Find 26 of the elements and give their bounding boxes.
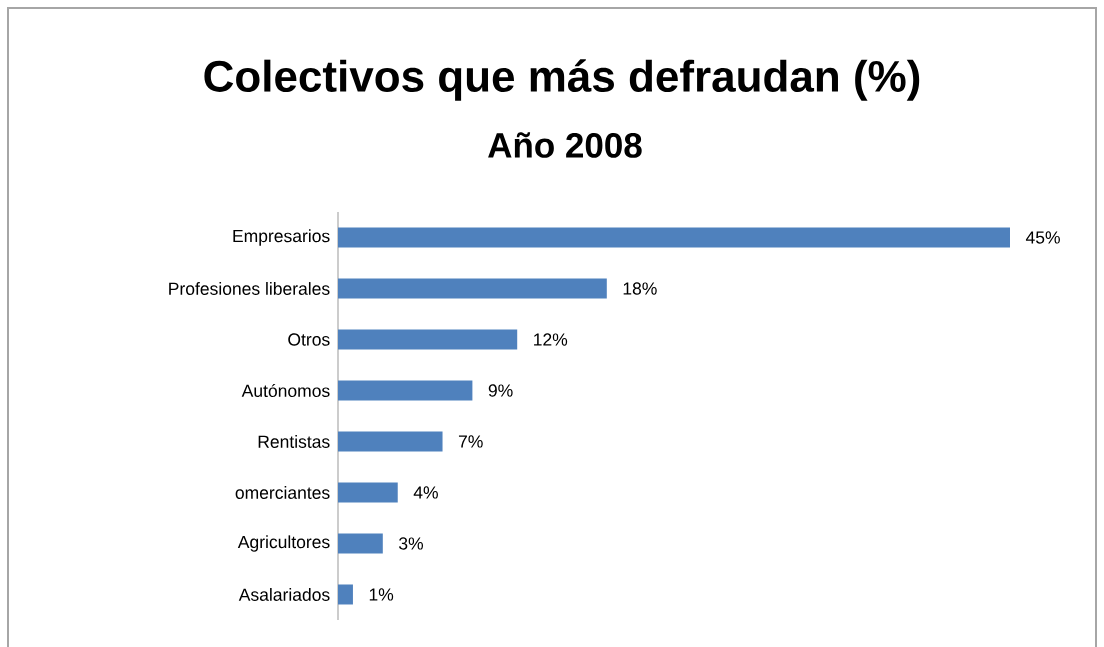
y-tick-label: Profesiones liberales — [169, 282, 330, 295]
data-label: 1% — [369, 588, 394, 601]
y-tick-label: Agricultores — [237, 535, 330, 552]
bar — [338, 533, 383, 554]
y-tick-label: Autónomos — [241, 383, 330, 398]
data-label: 3% — [399, 537, 424, 550]
data-label: 7% — [458, 435, 483, 448]
y-tick-label: Rentistas — [258, 435, 330, 448]
data-label: 4% — [413, 486, 438, 499]
chart-subtitle: Año 2008 — [488, 132, 642, 158]
chart-title: Colectivos que más defraudan (%) — [204, 59, 920, 101]
bar — [338, 482, 398, 503]
bar — [338, 227, 1010, 248]
data-label: 9% — [488, 384, 513, 397]
bar — [338, 431, 443, 452]
y-tick-label: Empresarios — [233, 229, 330, 246]
y-tick-label: Otros — [288, 333, 330, 346]
y-tick-label: Asalariados — [238, 588, 330, 601]
bar — [338, 584, 353, 605]
y-tick-label: omerciantes — [235, 486, 330, 499]
bar — [338, 380, 473, 401]
bar — [338, 278, 607, 299]
bar — [338, 329, 518, 350]
data-label: 12% — [534, 333, 568, 346]
data-label: 18% — [623, 282, 657, 295]
data-label: 45% — [1025, 231, 1060, 244]
